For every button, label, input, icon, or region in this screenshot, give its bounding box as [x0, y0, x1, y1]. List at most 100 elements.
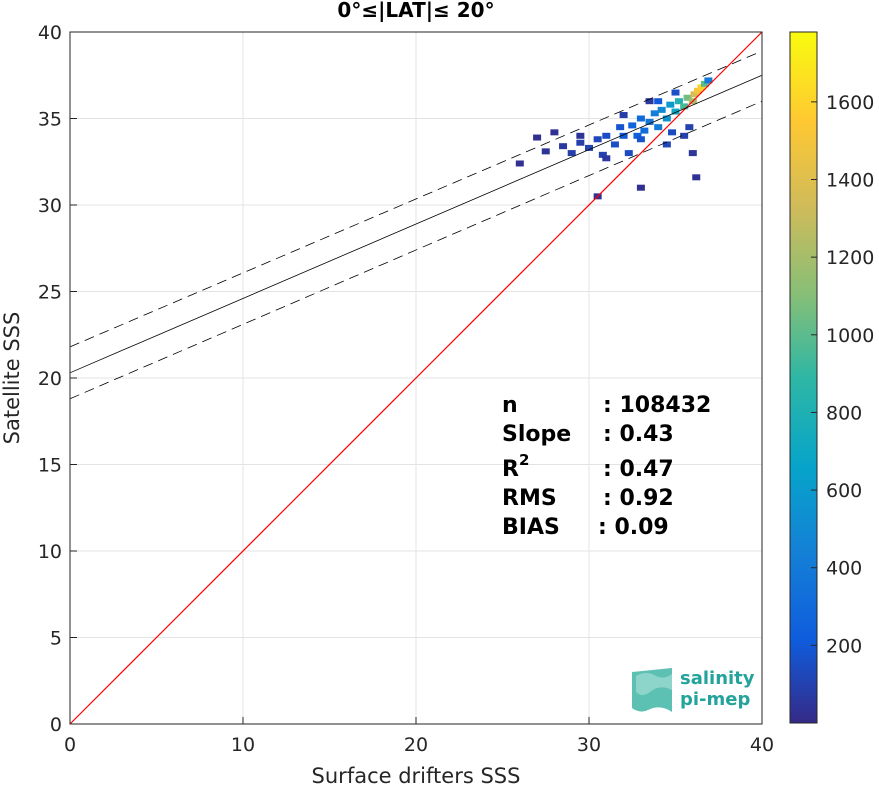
stat-n-value: : 108432	[603, 393, 711, 418]
colorbar-tick-label: 800	[826, 402, 862, 424]
density-cell	[598, 151, 607, 158]
x-axis-ticks: 0 10 20 30 40	[64, 717, 774, 756]
density-cell	[585, 144, 593, 151]
stat-rms-label: RMS	[502, 486, 557, 511]
density-cell	[636, 184, 645, 191]
density-cell	[567, 150, 576, 157]
stat-slope-label: Slope	[502, 422, 571, 447]
density-cell	[636, 115, 645, 122]
density-cell	[616, 124, 625, 131]
x-tick-label: 40	[750, 734, 774, 756]
stat-rms-value: : 0.92	[603, 486, 674, 511]
salinity-pi-mep-logo: salinity pi-mep	[632, 668, 755, 712]
regression-line	[69, 74, 763, 374]
density-cell	[662, 141, 671, 148]
stats-annotation: n : 108432 Slope : 0.43 R2 : 0.47 RMS : …	[502, 393, 711, 540]
density-cell	[576, 132, 585, 139]
stat-bias-label: BIAS	[502, 515, 560, 540]
stat-r2-sup: 2	[519, 451, 529, 469]
density-cell	[624, 150, 633, 157]
colorbar-tick-label: 1400	[826, 170, 874, 192]
density-cell	[662, 115, 671, 122]
y-tick-label: 35	[38, 109, 62, 131]
colorbar-tick-label: 400	[826, 558, 862, 580]
y-tick-label: 15	[38, 455, 62, 477]
y-tick-label: 0	[50, 714, 62, 736]
density-cell	[654, 98, 663, 105]
logo-line1: salinity	[680, 668, 755, 689]
density-cell	[645, 118, 654, 125]
x-tick-label: 30	[577, 734, 601, 756]
logo-line2: pi-mep	[680, 689, 750, 710]
density-cell	[668, 129, 677, 136]
density-cell	[657, 106, 666, 113]
density-cell	[685, 124, 694, 131]
stat-slope-value: : 0.43	[603, 422, 674, 447]
x-tick-label: 0	[64, 734, 76, 756]
density-cell	[636, 136, 645, 143]
density-cell	[692, 174, 701, 181]
density-cell	[593, 136, 602, 143]
density-cell	[633, 132, 642, 139]
x-axis-title: Surface drifters SSS	[312, 764, 521, 786]
density-scatter	[515, 77, 713, 200]
stat-r2-base: R	[502, 457, 519, 482]
density-cell	[680, 103, 689, 110]
logo-wave-back-icon	[636, 673, 672, 695]
y-tick-label: 10	[38, 541, 62, 563]
chart-title: 0°≤|LAT|≤ 20°	[337, 0, 494, 22]
y-tick-label: 25	[38, 282, 62, 304]
stat-r2-label: R2	[502, 451, 529, 482]
density-cell	[680, 132, 689, 139]
density-cell	[550, 129, 559, 136]
colorbar-tick-label: 1000	[826, 325, 874, 347]
x-tick-label: 20	[404, 734, 428, 756]
density-cell	[559, 143, 568, 150]
density-cell	[674, 98, 683, 105]
density-cell	[654, 124, 663, 131]
y-axis-title: Satellite SSS	[0, 312, 24, 445]
upper-bound-line	[69, 50, 763, 348]
y-axis-ticks: 0 5 10 15 20 25 30 35 40	[38, 22, 77, 736]
density-cell	[640, 127, 649, 134]
y-tick-label: 5	[50, 628, 62, 650]
colorbar-tick-label: 1200	[826, 247, 874, 269]
density-cell	[688, 150, 697, 157]
density-cell	[645, 98, 654, 105]
density-cell	[666, 101, 675, 108]
density-cell	[650, 110, 659, 117]
density-cell	[602, 155, 611, 162]
density-cell	[602, 132, 611, 139]
density-cell	[533, 134, 542, 141]
density-cell	[697, 84, 706, 91]
lower-bound-line	[69, 100, 763, 400]
regression-lines	[69, 31, 763, 725]
colorbar-tick-label: 1600	[826, 92, 874, 114]
y-tick-label: 40	[38, 22, 62, 44]
density-cell	[690, 91, 699, 98]
stat-n-label: n	[502, 393, 518, 418]
colorbar-tick-label: 200	[826, 635, 862, 657]
colorbar-ticks: 200 400 600 800 1000 1200 1400 1600	[811, 92, 874, 657]
density-cell	[619, 132, 628, 139]
identity-line	[69, 31, 763, 725]
density-cell	[628, 122, 637, 129]
density-cell	[619, 112, 628, 119]
density-cell	[671, 108, 680, 115]
stat-r2-value: : 0.47	[603, 457, 674, 482]
density-cell	[700, 80, 709, 87]
density-cell	[693, 87, 702, 94]
colorbar	[789, 31, 818, 724]
density-cell	[610, 141, 619, 148]
density-cell	[576, 139, 585, 146]
density-cell	[541, 148, 550, 155]
stat-bias-value: : 0.09	[598, 515, 669, 540]
x-tick-label: 10	[231, 734, 255, 756]
y-tick-label: 30	[38, 195, 62, 217]
density-cell	[515, 160, 524, 167]
density-cell	[671, 89, 680, 96]
colorbar-tick-label: 600	[826, 480, 862, 502]
y-tick-label: 20	[38, 368, 62, 390]
density-cell	[704, 77, 713, 84]
